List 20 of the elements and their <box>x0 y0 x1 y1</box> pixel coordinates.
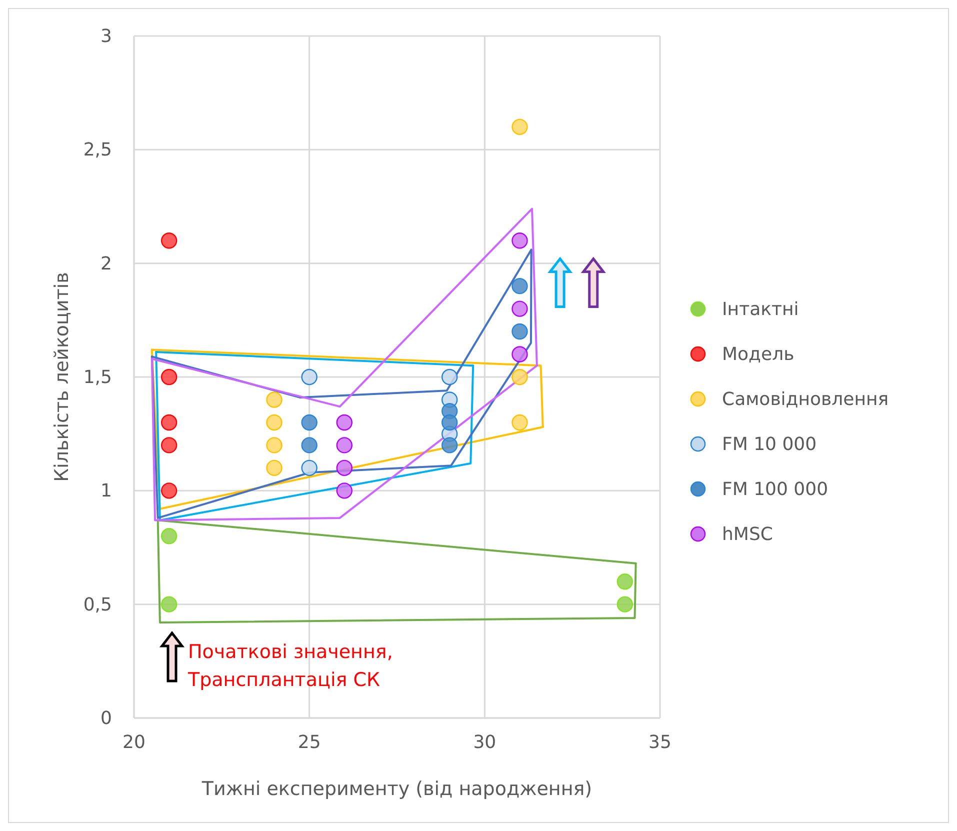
y-tick-label: 3 <box>100 26 112 47</box>
y-tick-label: 2,5 <box>83 140 112 161</box>
y-axis-title: Кількість лейкоцитів <box>51 272 73 482</box>
y-tick-label: 0 <box>100 708 112 729</box>
y-tick-label: 1,5 <box>83 367 112 388</box>
y-tick-label: 1 <box>100 480 112 502</box>
x-tick-label: 30 <box>473 732 496 753</box>
x-tick-label: 35 <box>648 732 672 753</box>
x-tick-label: 20 <box>122 732 146 753</box>
legend-label: FM 100 000 <box>722 479 828 500</box>
legend-label: hMSC <box>722 524 773 545</box>
legend-label: Самовідновлення <box>722 389 889 410</box>
legend-label: FM 10 000 <box>722 434 817 455</box>
legend-label: Модель <box>722 344 794 365</box>
y-tick-label: 0,5 <box>83 594 112 616</box>
y-tick-label: 2 <box>100 253 112 274</box>
annotation: Початкові значення, Трансплантація СК <box>187 641 393 691</box>
x-tick-label: 25 <box>298 732 321 753</box>
legend-label: Інтактні <box>722 299 799 320</box>
x-axis-title: Тижні експерименту (від народження) <box>200 778 592 800</box>
